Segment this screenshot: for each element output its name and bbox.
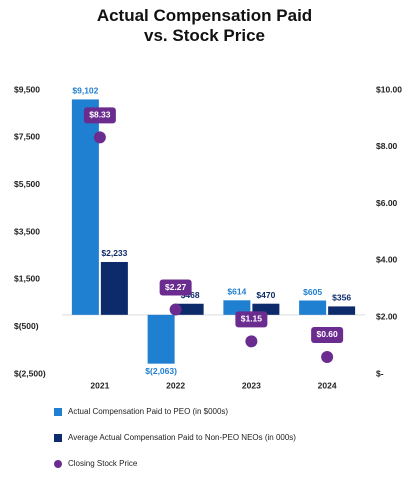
- stock-label: $0.60: [316, 329, 338, 339]
- y-tick-label: $5,500: [14, 179, 40, 189]
- y2-tick-label: $6.00: [376, 198, 398, 208]
- bar: [299, 300, 327, 315]
- bar: [147, 314, 175, 364]
- legend-marker: [54, 460, 62, 468]
- bar: [176, 303, 204, 315]
- stock-label-box: [159, 279, 192, 296]
- stock-point: [245, 335, 258, 348]
- legend-label: Actual Compensation Paid to PEO (in $000…: [68, 407, 228, 416]
- stock-label-box: [83, 107, 116, 124]
- y-tick-label: $9,500: [14, 84, 40, 94]
- bar-label: $614: [227, 287, 246, 297]
- stock-point: [169, 303, 182, 316]
- y-tick-label: $(500): [14, 321, 39, 331]
- stock-label: $8.33: [89, 110, 111, 120]
- bar: [328, 306, 356, 315]
- x-tick-label: 2022: [166, 380, 185, 390]
- stock-point: [321, 350, 334, 363]
- y2-tick-label: $2.00: [376, 311, 398, 321]
- bar-label: $605: [303, 287, 322, 297]
- stock-label-box: [311, 326, 344, 343]
- bar: [71, 99, 99, 315]
- bar: [223, 300, 251, 315]
- x-tick-label: 2021: [90, 380, 109, 390]
- legend-marker: [54, 434, 62, 442]
- stock-label-box: [235, 311, 268, 328]
- y-tick-label: $1,500: [14, 274, 40, 284]
- bar-label: $470: [256, 290, 275, 300]
- y-tick-label: $(2,500): [14, 368, 46, 378]
- y2-tick-label: $8.00: [376, 141, 398, 151]
- bar: [252, 303, 280, 315]
- bar-label: $356: [332, 293, 351, 303]
- stock-label: $1.15: [241, 314, 263, 324]
- y2-tick-label: $-: [376, 368, 384, 378]
- y-tick-label: $3,500: [14, 226, 40, 236]
- legend-label: Closing Stock Price: [68, 459, 138, 468]
- legend-label: Average Actual Compensation Paid to Non-…: [68, 433, 296, 442]
- bar-label: $(2,063): [145, 366, 177, 376]
- legend-marker: [54, 408, 62, 416]
- stock-label: $2.27: [165, 282, 187, 292]
- bar-label: $2,233: [101, 248, 127, 258]
- y-tick-label: $7,500: [14, 132, 40, 142]
- bar: [100, 261, 128, 315]
- x-tick-label: 2024: [318, 380, 337, 390]
- y2-tick-label: $10.00: [376, 84, 402, 94]
- x-tick-label: 2023: [242, 380, 261, 390]
- stock-point: [93, 131, 106, 144]
- y2-tick-label: $4.00: [376, 255, 398, 265]
- chart-title: Actual Compensation Paid vs. Stock Price: [96, 6, 313, 45]
- bar-label: $9,102: [72, 86, 98, 96]
